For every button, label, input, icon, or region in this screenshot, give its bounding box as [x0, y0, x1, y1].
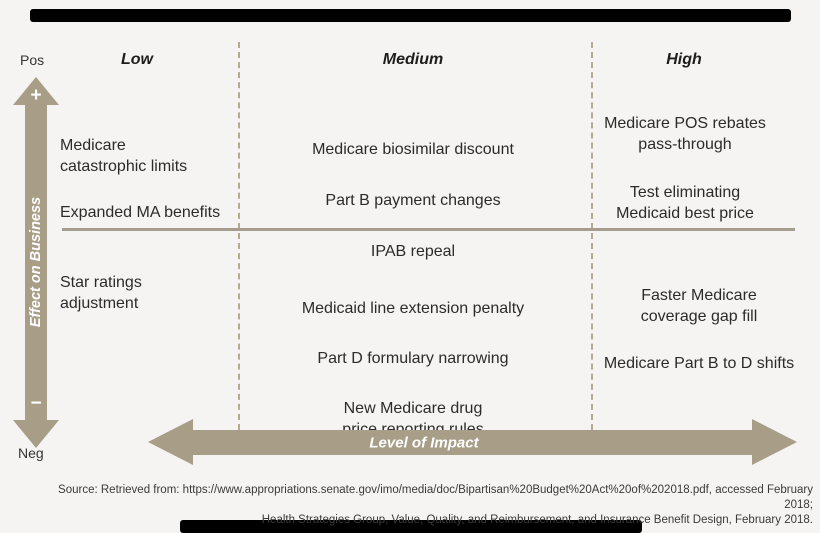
matrix-item: Expanded MA benefits	[60, 204, 221, 221]
x-axis-title: Level of Impact	[369, 434, 479, 452]
matrix-item: Medicaid line extension penalty	[301, 300, 525, 317]
plus-sign: +	[30, 85, 42, 106]
column-header-high: High	[666, 51, 702, 68]
cell-high-negative: Faster Medicare coverage gap fill Medica…	[584, 264, 814, 400]
column-divider-2	[591, 42, 593, 430]
column-header-low: Low	[121, 51, 153, 68]
effect-axis-shaft	[25, 101, 47, 422]
source-line-1: Source: Retrieved from: https://www.appr…	[58, 484, 813, 511]
top-transparency-bar	[30, 9, 791, 22]
matrix-item: Medicare biosimilar discount	[312, 141, 514, 158]
cell-low-negative: Star ratings adjustment	[60, 251, 240, 335]
matrix-item: Medicare catastrophic limits	[60, 137, 188, 175]
y-axis-title: Effect on Business	[28, 196, 44, 328]
pos-axis-cap-label: Pos	[20, 52, 45, 68]
pos-neg-divider	[62, 228, 795, 231]
matrix-item: Part D formulary narrowing	[317, 350, 509, 367]
cell-high-positive: Medicare POS rebates pass-through Test e…	[595, 92, 775, 251]
cell-low-positive: Medicare catastrophic limits Expanded MA…	[60, 114, 240, 248]
matrix-item: Part B payment changes	[325, 192, 501, 209]
right-arrowhead-icon	[752, 419, 797, 465]
matrix-item: Medicare POS rebates pass-through	[604, 115, 766, 153]
cell-medium-positive: Medicare biosimilar discount Part B paym…	[248, 118, 578, 292]
matrix-item: Faster Medicare coverage gap fill	[640, 287, 758, 325]
matrix-item: IPAB repeal	[370, 243, 456, 260]
bottom-transparency-bar	[180, 520, 642, 533]
minus-sign: −	[30, 393, 42, 414]
column-header-medium: Medium	[382, 51, 444, 68]
matrix-item: Test eliminating Medicaid best price	[616, 184, 754, 222]
neg-axis-cap-label: Neg	[18, 445, 44, 461]
down-arrowhead-icon	[13, 420, 59, 448]
impact-axis-shaft	[190, 430, 753, 455]
up-arrowhead-icon	[13, 77, 59, 105]
matrix-item: Star ratings adjustment	[60, 274, 142, 312]
source-citation: Source: Retrieved from: https://www.appr…	[30, 483, 813, 528]
column-divider-1	[238, 42, 240, 430]
matrix-item: Medicare Part B to D shifts	[603, 355, 795, 372]
left-arrowhead-icon	[148, 419, 193, 465]
source-line-2: Health Strategies Group, Value, Quality,…	[261, 514, 813, 526]
